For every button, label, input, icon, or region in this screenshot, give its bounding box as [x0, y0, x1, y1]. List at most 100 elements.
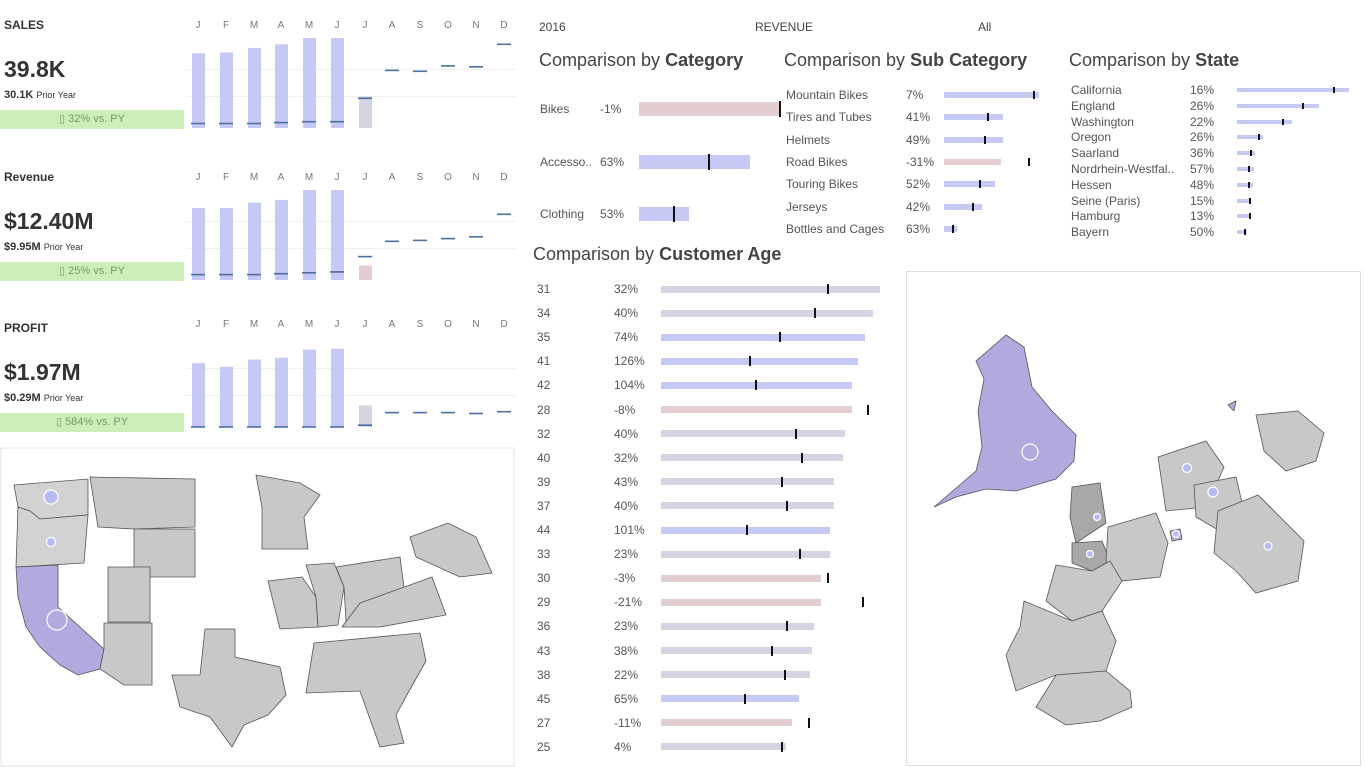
age-label[interactable]: 38: [537, 667, 551, 682]
age-bar[interactable]: [661, 550, 830, 558]
age-bar[interactable]: [661, 743, 786, 751]
subcategory-pct: 7%: [906, 88, 924, 102]
age-bar[interactable]: [661, 478, 834, 486]
age-pct: 23%: [614, 619, 639, 634]
category-bar[interactable]: [639, 207, 690, 221]
age-py-marker: [748, 356, 751, 367]
age-label[interactable]: 36: [537, 619, 551, 634]
age-label[interactable]: 39: [537, 474, 551, 489]
state-label[interactable]: Saarland: [1071, 146, 1120, 161]
subcategory-bar[interactable]: [944, 203, 983, 210]
state-bar[interactable]: [1237, 135, 1263, 140]
state-label[interactable]: Bayern: [1071, 225, 1110, 240]
subcategory-label[interactable]: Road Bikes: [786, 154, 848, 169]
age-label[interactable]: 40: [537, 450, 551, 465]
age-bar[interactable]: [661, 647, 813, 654]
subcategory-label[interactable]: Touring Bikes: [786, 177, 859, 192]
europe-map[interactable]: [906, 271, 1361, 767]
age-py-marker: [798, 549, 801, 560]
age-label[interactable]: 37: [537, 498, 551, 513]
age-bar[interactable]: [661, 622, 815, 630]
state-bar[interactable]: [1237, 167, 1254, 171]
age-label[interactable]: 29: [537, 595, 551, 610]
age-bar[interactable]: [661, 598, 821, 606]
age-bar[interactable]: [661, 719, 793, 727]
state-label[interactable]: Hessen: [1071, 177, 1112, 192]
age-bar[interactable]: [661, 526, 830, 534]
age-label[interactable]: 35: [537, 330, 551, 345]
subcategory-bar[interactable]: [944, 158, 1001, 165]
age-label[interactable]: 43: [537, 643, 551, 658]
age-bar[interactable]: [661, 406, 852, 413]
age-bar[interactable]: [661, 430, 845, 438]
month-label: J: [335, 172, 340, 183]
subcategory-label[interactable]: Jerseys: [786, 199, 828, 214]
subcategory-bar[interactable]: [944, 136, 1003, 143]
month-bar: [248, 359, 261, 427]
us-map[interactable]: [0, 447, 516, 767]
subcategory-bar[interactable]: [944, 181, 995, 188]
category-label[interactable]: Clothing: [540, 207, 585, 221]
age-bar[interactable]: [661, 454, 843, 462]
state-bar[interactable]: [1237, 119, 1292, 124]
state-label[interactable]: Washington: [1071, 114, 1134, 129]
subcategory-label[interactable]: Bottles and Cages: [786, 221, 885, 236]
state-label[interactable]: Oregon: [1071, 130, 1112, 145]
category-bar[interactable]: [639, 154, 750, 169]
age-bar[interactable]: [661, 574, 821, 582]
state-label[interactable]: Hamburg: [1071, 209, 1121, 224]
age-bar[interactable]: [661, 309, 874, 317]
age-label[interactable]: 34: [537, 306, 551, 321]
age-label[interactable]: 42: [537, 378, 551, 393]
age-pct: 104%: [614, 378, 645, 393]
state-bar[interactable]: [1237, 198, 1251, 203]
state-label[interactable]: England: [1071, 98, 1116, 113]
month-label: O: [444, 319, 452, 330]
region-filter[interactable]: All: [978, 20, 992, 34]
age-label[interactable]: 27: [537, 715, 551, 730]
age-label[interactable]: 45: [537, 691, 551, 706]
age-bar[interactable]: [661, 671, 810, 679]
year-filter[interactable]: 2016: [539, 20, 566, 34]
state-label[interactable]: California: [1071, 83, 1122, 97]
state-bar[interactable]: [1237, 182, 1253, 187]
subcategory-label[interactable]: Tires and Tubes: [786, 110, 872, 125]
age-py-marker: [801, 452, 804, 463]
age-label[interactable]: 32: [537, 426, 551, 441]
age-label[interactable]: 30: [537, 571, 551, 586]
age-label[interactable]: 44: [537, 523, 551, 537]
age-bar[interactable]: [661, 695, 799, 703]
category-bar[interactable]: [639, 102, 779, 116]
state-bar[interactable]: [1237, 103, 1319, 108]
state-label[interactable]: Nordrhein-Westfal..: [1071, 162, 1175, 176]
state-pct: 57%: [1190, 162, 1215, 176]
subcategory-py-marker: [951, 224, 954, 233]
state-bar[interactable]: [1237, 151, 1255, 156]
subcategory-bar[interactable]: [944, 225, 958, 232]
age-bar[interactable]: [661, 285, 880, 293]
month-label: J: [196, 20, 201, 31]
state-bar[interactable]: [1237, 88, 1349, 92]
age-label[interactable]: 25: [537, 739, 551, 754]
age-label[interactable]: 31: [537, 282, 551, 296]
subcategory-label[interactable]: Helmets: [786, 132, 831, 147]
category-label[interactable]: Accesso..: [540, 154, 593, 169]
month-bar: [331, 38, 344, 128]
age-label[interactable]: 41: [537, 354, 551, 369]
subcategory-bar[interactable]: [944, 92, 1040, 98]
age-bar[interactable]: [661, 333, 865, 341]
age-bar[interactable]: [661, 357, 859, 365]
state-bar[interactable]: [1237, 214, 1251, 219]
category-label[interactable]: Bikes: [540, 102, 570, 116]
subcategory-bar[interactable]: [944, 114, 1003, 121]
state-arizona: [99, 622, 153, 686]
state-py-marker: [1249, 197, 1252, 204]
state-label[interactable]: Seine (Paris): [1071, 193, 1141, 208]
age-label[interactable]: 33: [537, 547, 551, 562]
measure-filter[interactable]: REVENUE: [755, 20, 814, 34]
state-bar[interactable]: [1237, 230, 1248, 235]
age-label[interactable]: 28: [537, 402, 551, 417]
age-bar[interactable]: [661, 502, 834, 510]
month-label: D: [500, 319, 507, 330]
subcategory-label[interactable]: Mountain Bikes: [786, 88, 869, 102]
